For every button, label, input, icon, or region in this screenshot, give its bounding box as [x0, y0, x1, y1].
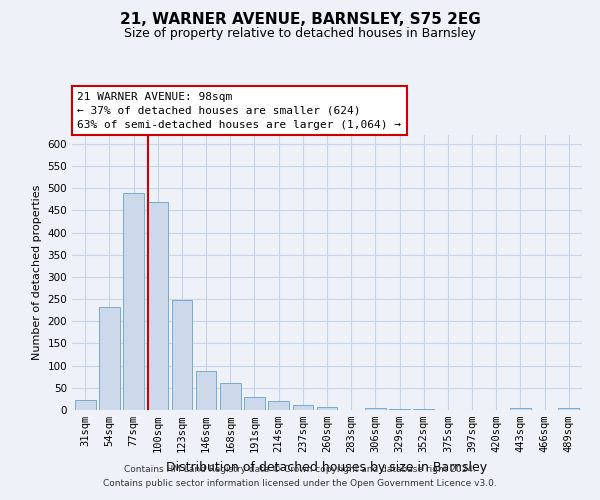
- Bar: [244, 396, 265, 410]
- Bar: [365, 408, 386, 410]
- Bar: [389, 408, 410, 410]
- Text: Size of property relative to detached houses in Barnsley: Size of property relative to detached ho…: [124, 28, 476, 40]
- Bar: [172, 300, 192, 410]
- X-axis label: Distribution of detached houses by size in Barnsley: Distribution of detached houses by size …: [166, 460, 488, 473]
- Bar: [293, 405, 313, 410]
- Bar: [75, 400, 95, 410]
- Bar: [99, 307, 120, 410]
- Bar: [510, 408, 530, 410]
- Bar: [220, 382, 241, 410]
- Text: 21, WARNER AVENUE, BARNSLEY, S75 2EG: 21, WARNER AVENUE, BARNSLEY, S75 2EG: [119, 12, 481, 28]
- Bar: [559, 408, 579, 410]
- Bar: [148, 202, 168, 410]
- Text: 21 WARNER AVENUE: 98sqm
← 37% of detached houses are smaller (624)
63% of semi-d: 21 WARNER AVENUE: 98sqm ← 37% of detache…: [77, 92, 401, 130]
- Bar: [268, 401, 289, 410]
- Bar: [124, 192, 144, 410]
- Text: Contains HM Land Registry data © Crown copyright and database right 2024.
Contai: Contains HM Land Registry data © Crown c…: [103, 466, 497, 487]
- Bar: [413, 409, 434, 410]
- Y-axis label: Number of detached properties: Number of detached properties: [32, 185, 42, 360]
- Bar: [196, 371, 217, 410]
- Bar: [317, 407, 337, 410]
